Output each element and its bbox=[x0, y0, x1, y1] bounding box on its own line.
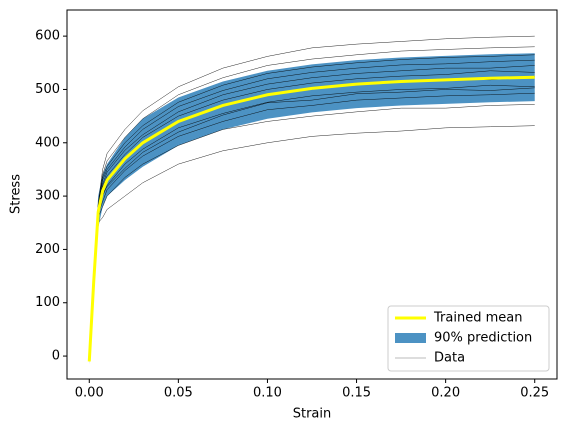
prediction-band bbox=[89, 53, 535, 365]
x-axis-label: Strain bbox=[293, 407, 332, 422]
x-tick-label: 0.05 bbox=[164, 386, 193, 401]
y-axis-label: Stress bbox=[9, 174, 24, 214]
data-curve bbox=[89, 104, 535, 357]
x-tick-label: 0.20 bbox=[431, 386, 460, 401]
x-tick-label: 0.15 bbox=[342, 386, 371, 401]
legend-label: 90% prediction bbox=[434, 331, 532, 346]
data-curve bbox=[89, 54, 535, 357]
legend-label: Data bbox=[434, 351, 465, 366]
y-tick-label: 600 bbox=[35, 29, 60, 44]
y-tick-label: 200 bbox=[35, 242, 60, 257]
data-curve bbox=[89, 59, 535, 357]
x-tick-label: 0.00 bbox=[75, 386, 104, 401]
data-curve bbox=[89, 35, 535, 357]
data-curve bbox=[89, 125, 535, 357]
y-tick-label: 400 bbox=[35, 135, 60, 150]
legend-swatch bbox=[395, 333, 426, 343]
data-curve bbox=[89, 46, 535, 357]
mean-line bbox=[87, 75, 535, 362]
x-tick-label: 0.10 bbox=[253, 386, 282, 401]
y-tick-label: 100 bbox=[35, 295, 60, 310]
plot-frame bbox=[66, 9, 558, 380]
y-tick-label: 300 bbox=[35, 189, 60, 204]
legend-label: Trained mean bbox=[433, 311, 522, 326]
y-tick-label: 500 bbox=[35, 82, 60, 97]
x-tick-label: 0.25 bbox=[520, 386, 549, 401]
y-tick-label: 0 bbox=[52, 349, 60, 364]
legend: Trained mean 90% prediction Data bbox=[387, 305, 550, 372]
legend-box bbox=[387, 305, 550, 372]
